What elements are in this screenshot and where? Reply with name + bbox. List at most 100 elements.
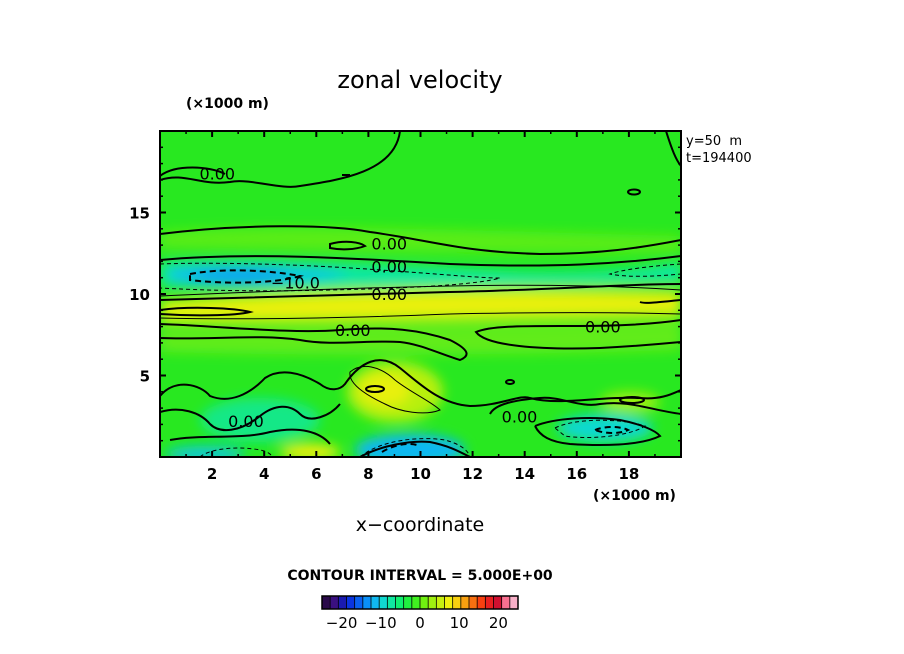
colorbar-swatch xyxy=(460,596,470,609)
colorbar-swatch xyxy=(371,596,380,609)
contour-lower-edge xyxy=(359,440,471,457)
x-axis-ticks: 2 4 6 8 10 12 14 16 18 xyxy=(185,131,656,483)
contour-label: 0.00 xyxy=(228,412,264,431)
contour-negative-lower-right xyxy=(554,419,647,438)
colorbar-swatch xyxy=(493,596,503,609)
contour-upper-right xyxy=(665,131,681,167)
heatmap-field: 0.000.000.00−10.00.000.00 0.000.00 0.00 xyxy=(160,131,681,457)
x-tick-label: 12 xyxy=(462,465,483,483)
colorbar-swatch xyxy=(501,596,511,609)
y-tick-label: 15 xyxy=(129,205,150,223)
dashed-contours-bold xyxy=(189,269,631,453)
colorbar-swatch xyxy=(330,596,339,609)
contour-label: 0.00 xyxy=(335,321,371,340)
contour-small-ellipse-c xyxy=(619,396,645,404)
thin-contours xyxy=(160,284,681,414)
contour-negative-lower-mid xyxy=(359,438,471,457)
contour-negative-lower-left xyxy=(199,447,273,457)
solid-contours xyxy=(160,131,681,457)
colorbar-swatch xyxy=(322,596,331,609)
colorbar-tick-label: 20 xyxy=(489,614,508,632)
x-tick-label: 8 xyxy=(363,465,373,483)
contour-upper-left xyxy=(160,131,401,188)
colorbar-swatch xyxy=(420,596,429,609)
colorbar-swatch xyxy=(436,596,445,609)
patch-negative-blob-lower-a xyxy=(355,434,465,457)
contour-minus10 xyxy=(189,269,304,284)
contour-positive-right xyxy=(639,299,681,304)
contour-positive-loop xyxy=(160,306,254,317)
colorbar: −20 −10 0 10 20 xyxy=(321,595,519,632)
x-tick-label: 14 xyxy=(514,465,535,483)
x-tick-label: 18 xyxy=(618,465,639,483)
colorbar-swatch xyxy=(469,596,478,609)
colorbar-swatch xyxy=(338,596,347,609)
x-tick-label: 16 xyxy=(566,465,587,483)
contour-minus10-lower-right xyxy=(592,426,631,434)
contour-lower-left xyxy=(160,359,681,408)
colorbar-swatch xyxy=(428,596,437,609)
colorbar-swatch xyxy=(379,596,388,609)
patch-negative-blob-lower-d xyxy=(165,446,245,457)
x-tick-label: 4 xyxy=(259,465,269,483)
y-axis-ticks: 5 10 15 xyxy=(129,146,681,442)
colorbar-tick-label: 10 xyxy=(450,614,469,632)
contour-label: −10.0 xyxy=(271,274,320,293)
contour-label: 0.00 xyxy=(371,285,407,304)
patch-negative-blob-lower-c xyxy=(200,398,320,442)
contour-zero-band-bottom xyxy=(160,283,681,301)
colorbar-tick-label: −10 xyxy=(365,614,397,632)
contour-lower-left-b xyxy=(160,403,341,432)
contour-negative-band xyxy=(160,262,501,292)
contour-upper-left-loop xyxy=(160,166,226,177)
contour-positive-blob-ring xyxy=(365,385,385,393)
contour-label: 0.00 xyxy=(371,234,407,253)
colorbar-tick-label: 0 xyxy=(415,614,425,632)
colorbar-swatch xyxy=(354,596,364,609)
contour-negative-right xyxy=(608,263,681,277)
contour-zero-upper xyxy=(160,225,681,256)
patch-positive-blob-lower xyxy=(280,444,340,457)
contour-label: 0.00 xyxy=(585,318,621,337)
contour-lower-right xyxy=(489,396,681,415)
contour-small-ellipse-a xyxy=(627,188,641,196)
colorbar-swatch xyxy=(362,596,372,609)
x-unit-label: (×1000 m) xyxy=(593,488,676,504)
contour-mid-left xyxy=(160,323,468,362)
colorbar-frame xyxy=(321,595,519,610)
contour-interval-label: CONTOUR INTERVAL = 5.000E+00 xyxy=(287,568,553,584)
contour-positive-blob-thin xyxy=(349,365,441,414)
contour-label: 0.00 xyxy=(502,407,538,426)
colorbar-swatch xyxy=(444,596,454,609)
patch-positive-core xyxy=(165,296,681,316)
contour-label: 0.00 xyxy=(199,164,235,183)
colorbar-swatch xyxy=(477,596,486,609)
contour-mid-right xyxy=(474,319,681,350)
contour-labels: 0.000.000.00−10.00.000.00 0.000.00 0.00 xyxy=(199,164,620,431)
y-tick-label: 10 xyxy=(129,286,150,304)
chart-title: zonal velocity xyxy=(337,66,502,94)
contour-zero-band-top xyxy=(160,255,681,267)
info-time-value: t=194400 xyxy=(686,151,752,166)
y-tick-label: 5 xyxy=(140,368,150,386)
colorbar-swatch xyxy=(509,596,519,609)
x-tick-label: 6 xyxy=(311,465,321,483)
x-tick-label: 10 xyxy=(410,465,431,483)
contour-small-upper xyxy=(329,240,367,251)
colorbar-swatch xyxy=(395,596,405,609)
x-tick-label: 2 xyxy=(207,465,217,483)
colorbar-swatch xyxy=(346,596,356,609)
colorbar-swatch xyxy=(403,596,413,609)
y-unit-label: (×1000 m) xyxy=(186,96,269,112)
info-y-value: y=50 m xyxy=(686,134,742,149)
colorbar-swatch xyxy=(411,596,421,609)
contour-minus10-lower-mid xyxy=(381,443,421,453)
colorbar-swatch xyxy=(485,596,494,609)
contour-small-ellipse-b xyxy=(505,379,515,385)
contour-positive-thin-bottom xyxy=(160,312,681,320)
colorbar-swatch xyxy=(452,596,462,609)
colorbar-swatch xyxy=(387,596,396,609)
contour-positive-thin-top xyxy=(160,284,681,297)
contour-label: 0.00 xyxy=(371,257,407,276)
